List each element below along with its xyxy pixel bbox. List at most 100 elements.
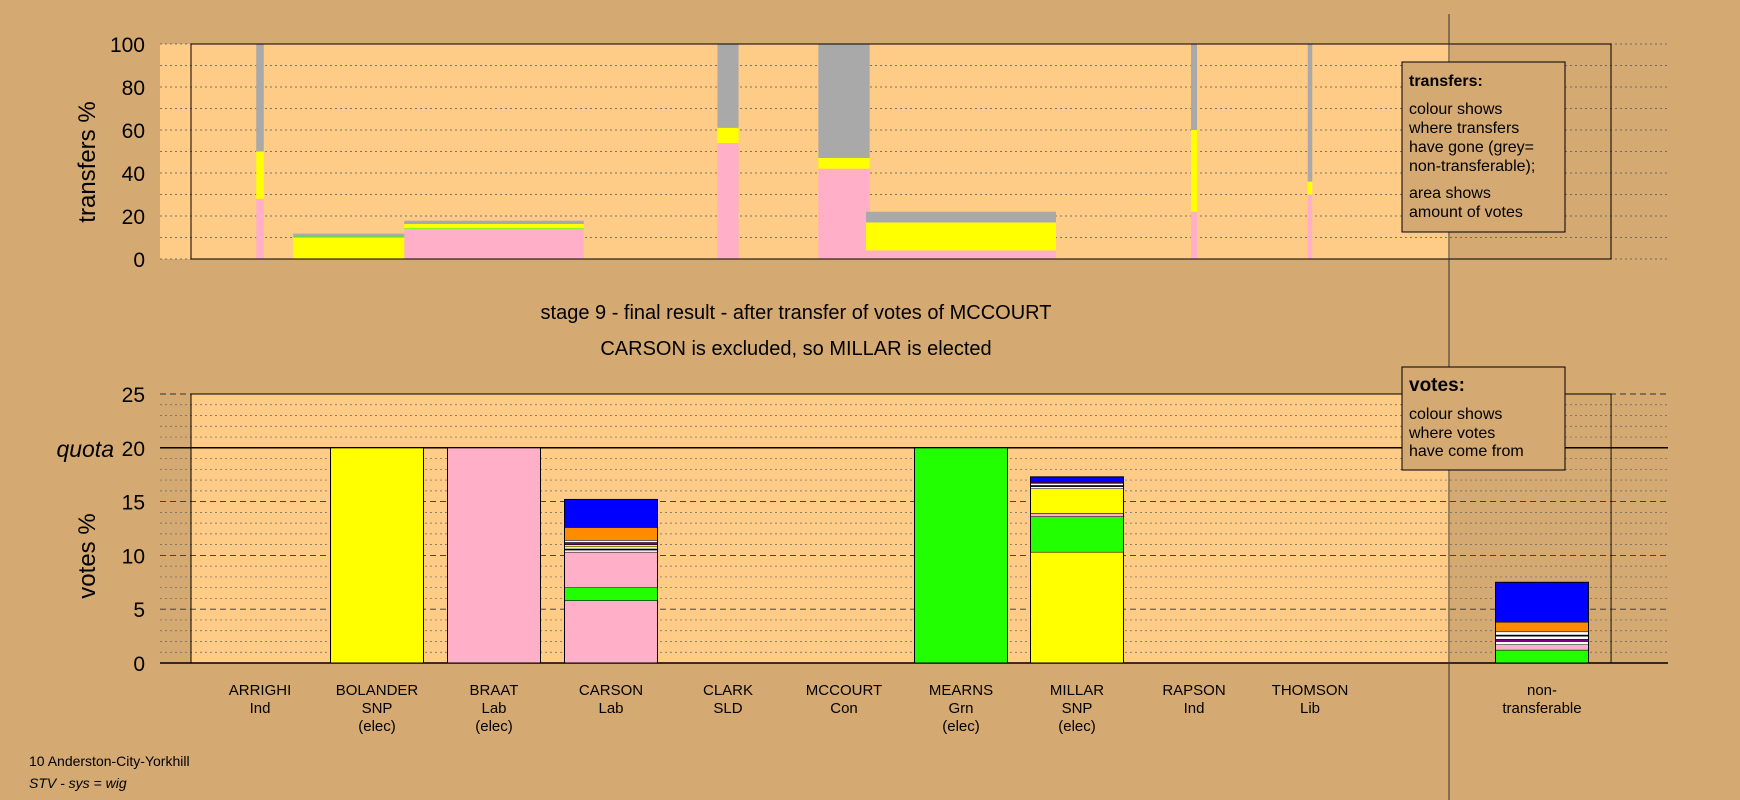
transfers-bar-segment <box>717 44 739 128</box>
transfers-bar-segment <box>1307 181 1313 195</box>
transfers-bar-segment <box>256 198 264 259</box>
votes-bar-segment <box>1030 488 1124 514</box>
votes-bar-segment <box>564 600 658 664</box>
votes-y-tick-label: 25 <box>122 384 145 407</box>
votes-bar-segment <box>1495 631 1589 636</box>
nontransferable-label: non- <box>1527 682 1557 699</box>
votes-bar-segment <box>914 447 1008 664</box>
votes-bar-segment <box>564 549 658 553</box>
candidate-name: CARSON <box>579 682 643 699</box>
transfers-legend-line: colour shows <box>1409 101 1502 118</box>
candidate-name: CLARK <box>703 682 753 699</box>
candidate-party: Con <box>830 700 858 717</box>
candidate-status: (elec) <box>1058 718 1096 735</box>
counting-system: STV - sys = wig <box>29 775 127 791</box>
candidate-name: THOMSON <box>1272 682 1349 699</box>
quota-label: quota <box>56 436 114 462</box>
transfers-y-tick-label: 80 <box>122 77 145 100</box>
transfers-legend-title: transfers: <box>1409 73 1483 90</box>
candidate-status: (elec) <box>942 718 980 735</box>
votes-bar-segment <box>564 546 658 550</box>
candidate-party: Lib <box>1300 700 1320 717</box>
transfers-legend-line: have gone (grey= <box>1409 139 1534 156</box>
transfers-y-tick-label: 0 <box>133 249 145 272</box>
candidate-party: Ind <box>250 700 271 717</box>
votes-plot-background <box>191 394 1611 663</box>
transfers-bar-segment <box>404 220 584 224</box>
candidate-party: SLD <box>713 700 742 717</box>
votes-y-tick-label: 10 <box>122 545 145 568</box>
transfers-bar-segment <box>404 228 584 229</box>
candidate-party: Ind <box>1184 700 1205 717</box>
transfers-bars <box>256 44 1313 259</box>
votes-legend-line: colour shows <box>1409 406 1502 423</box>
transfers-bar-segment <box>1190 130 1198 212</box>
votes-y-tick-label: 15 <box>122 492 145 515</box>
votes-bar-segment <box>1030 483 1124 486</box>
transfers-bar-segment <box>293 233 461 237</box>
votes-bar-segment <box>1495 641 1589 645</box>
votes-bar-segment <box>1495 582 1589 623</box>
votes-bar-segment <box>564 527 658 541</box>
votes-bar-segment <box>1030 513 1124 517</box>
candidate-name: RAPSON <box>1162 682 1225 699</box>
votes-legend: votes: colour shows where votes have com… <box>1401 366 1566 471</box>
transfers-y-ticks: 0 20 40 60 80 100 <box>110 34 145 272</box>
votes-bar-segment <box>1030 476 1124 483</box>
transfers-bar-segment <box>818 168 870 259</box>
candidate-labels: ARRIGHIIndBOLANDERSNP(elec)BRAATLab(elec… <box>229 682 1582 735</box>
transfers-plot-frame <box>190 43 1612 260</box>
transfers-y-tick-label: 100 <box>110 34 145 57</box>
transfers-legend-line: where transfers <box>1408 120 1519 137</box>
transfers-legend-line: area shows <box>1409 185 1491 202</box>
votes-legend-line: have come from <box>1409 443 1524 460</box>
votes-legend-line: where votes <box>1408 425 1495 442</box>
votes-bar-segment <box>1030 486 1124 489</box>
transfers-bar-segment <box>293 236 461 238</box>
votes-bar-segment <box>1030 551 1124 664</box>
candidate-name: MCCOURT <box>806 682 882 699</box>
votes-bar-segment <box>564 499 658 528</box>
transfers-y-tick-label: 20 <box>122 206 145 229</box>
votes-bar-segment <box>564 587 658 601</box>
transfers-bar-segment <box>818 44 870 158</box>
votes-y-tick-label: 0 <box>133 653 145 676</box>
transfers-legend: transfers: colour shows where transfers … <box>1401 61 1566 233</box>
transfers-legend-line: non-transferable); <box>1409 158 1535 175</box>
votes-legend-title: votes: <box>1409 375 1465 396</box>
transfers-bar-segment <box>717 142 739 259</box>
candidate-name: BOLANDER <box>336 682 419 699</box>
transfers-legend-box <box>1401 61 1566 233</box>
votes-bar-segment <box>564 544 658 548</box>
votes-y-axis-title: votes % <box>74 513 101 598</box>
candidate-party: SNP <box>362 700 393 717</box>
transfers-bar-segment <box>1307 44 1313 182</box>
transfers-bar-segment <box>1190 211 1198 259</box>
candidate-name: ARRIGHI <box>229 682 292 699</box>
candidate-name: MEARNS <box>929 682 993 699</box>
candidate-status: (elec) <box>358 718 396 735</box>
votes-bar-segment <box>1030 516 1124 553</box>
transfers-bar-segment <box>818 157 870 169</box>
votes-bar-segment <box>1495 644 1589 651</box>
stage-title: stage 9 - final result - after transfer … <box>541 302 1052 324</box>
transfers-bar-segment <box>865 222 1057 251</box>
votes-legend-box <box>1401 366 1566 471</box>
votes-bar-segment <box>1495 639 1589 642</box>
votes-bar-segment <box>447 447 541 664</box>
transfers-bar-segment <box>256 44 264 152</box>
candidate-name: MILLAR <box>1050 682 1104 699</box>
transfers-y-tick-label: 40 <box>122 163 145 186</box>
transfers-bar-segment <box>865 250 1057 259</box>
votes-bar-segment <box>330 447 424 664</box>
votes-bar-segment <box>564 542 658 545</box>
transfers-bar-segment <box>1307 194 1313 259</box>
transfers-bar-segment <box>404 228 584 259</box>
votes-bar-segment <box>1495 635 1589 640</box>
votes-bar-segment <box>564 551 658 588</box>
votes-y-tick-label: 5 <box>133 599 145 622</box>
stage-subtitle: CARSON is excluded, so MILLAR is elected <box>600 338 991 360</box>
votes-y-tick-label: 20 <box>122 438 145 461</box>
